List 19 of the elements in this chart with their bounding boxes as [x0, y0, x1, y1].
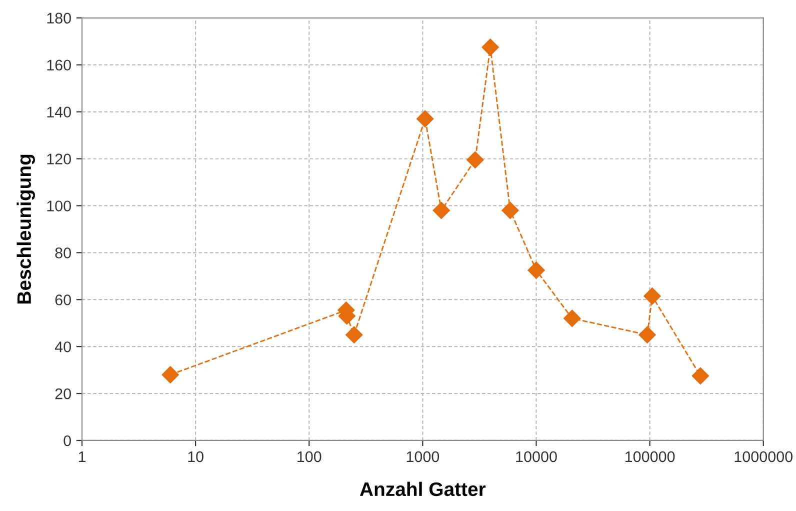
x-tick-label: 1: [78, 451, 86, 462]
y-tick-label: 40: [54, 341, 71, 352]
y-tick-label: 160: [47, 60, 71, 71]
y-tick-label: 20: [55, 388, 71, 400]
y-tick-label: 60: [55, 294, 71, 306]
x-tick-label: 10000: [516, 451, 557, 462]
x-axis-title: Anzahl Gatter: [360, 482, 486, 496]
y-tick-label: 80: [55, 248, 71, 258]
y-tick-label: 100: [47, 200, 71, 212]
y-tick-label: 0: [64, 435, 71, 446]
x-tick-label: 1000: [406, 451, 440, 462]
y-tick-label: 120: [47, 154, 71, 164]
y-tick-label: 140: [47, 106, 71, 118]
x-tick-label: 100000: [625, 451, 675, 462]
y-tick-label: 180: [47, 12, 71, 24]
y-axis-title: Beschleunigung: [16, 154, 35, 304]
x-tick-label: 1000000: [734, 451, 793, 462]
x-tick-label: 100: [298, 451, 322, 462]
x-tick-label: 10: [188, 451, 204, 462]
